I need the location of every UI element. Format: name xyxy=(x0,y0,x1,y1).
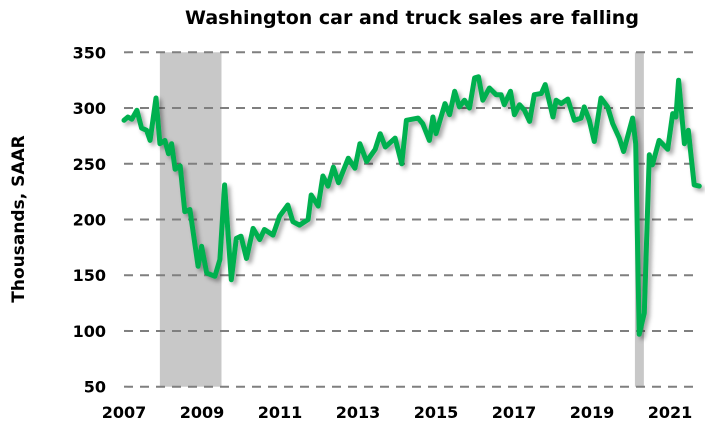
chart-title: Washington car and truck sales are falli… xyxy=(185,7,639,29)
series-lines xyxy=(121,74,702,337)
y-tick-label: 300 xyxy=(73,99,106,118)
x-tick-labels: 2007 2009 2011 2013 2015 2017 2019 2021 xyxy=(102,403,693,422)
series-line xyxy=(121,74,702,337)
x-tick-label: 2009 xyxy=(180,403,225,422)
x-tick-label: 2019 xyxy=(570,403,615,422)
x-tick-label: 2017 xyxy=(492,403,537,422)
x-tick-label: 2013 xyxy=(336,403,381,422)
x-tick-label: 2011 xyxy=(258,403,303,422)
x-tick-label: 2021 xyxy=(648,403,693,422)
x-tick-label: 2015 xyxy=(414,403,459,422)
y-tick-label: 200 xyxy=(73,211,106,230)
x-tick-label: 2007 xyxy=(102,403,147,422)
gridlines xyxy=(124,51,700,388)
y-tick-label: 100 xyxy=(73,322,106,341)
y-tick-label: 350 xyxy=(73,43,106,62)
y-tick-label: 250 xyxy=(73,155,106,174)
y-tick-label: 50 xyxy=(84,378,106,397)
y-axis-label: Thousands, SAAR xyxy=(9,135,29,303)
y-tick-labels: 50 100 150 200 250 300 350 xyxy=(73,43,106,396)
y-tick-label: 150 xyxy=(73,266,106,285)
